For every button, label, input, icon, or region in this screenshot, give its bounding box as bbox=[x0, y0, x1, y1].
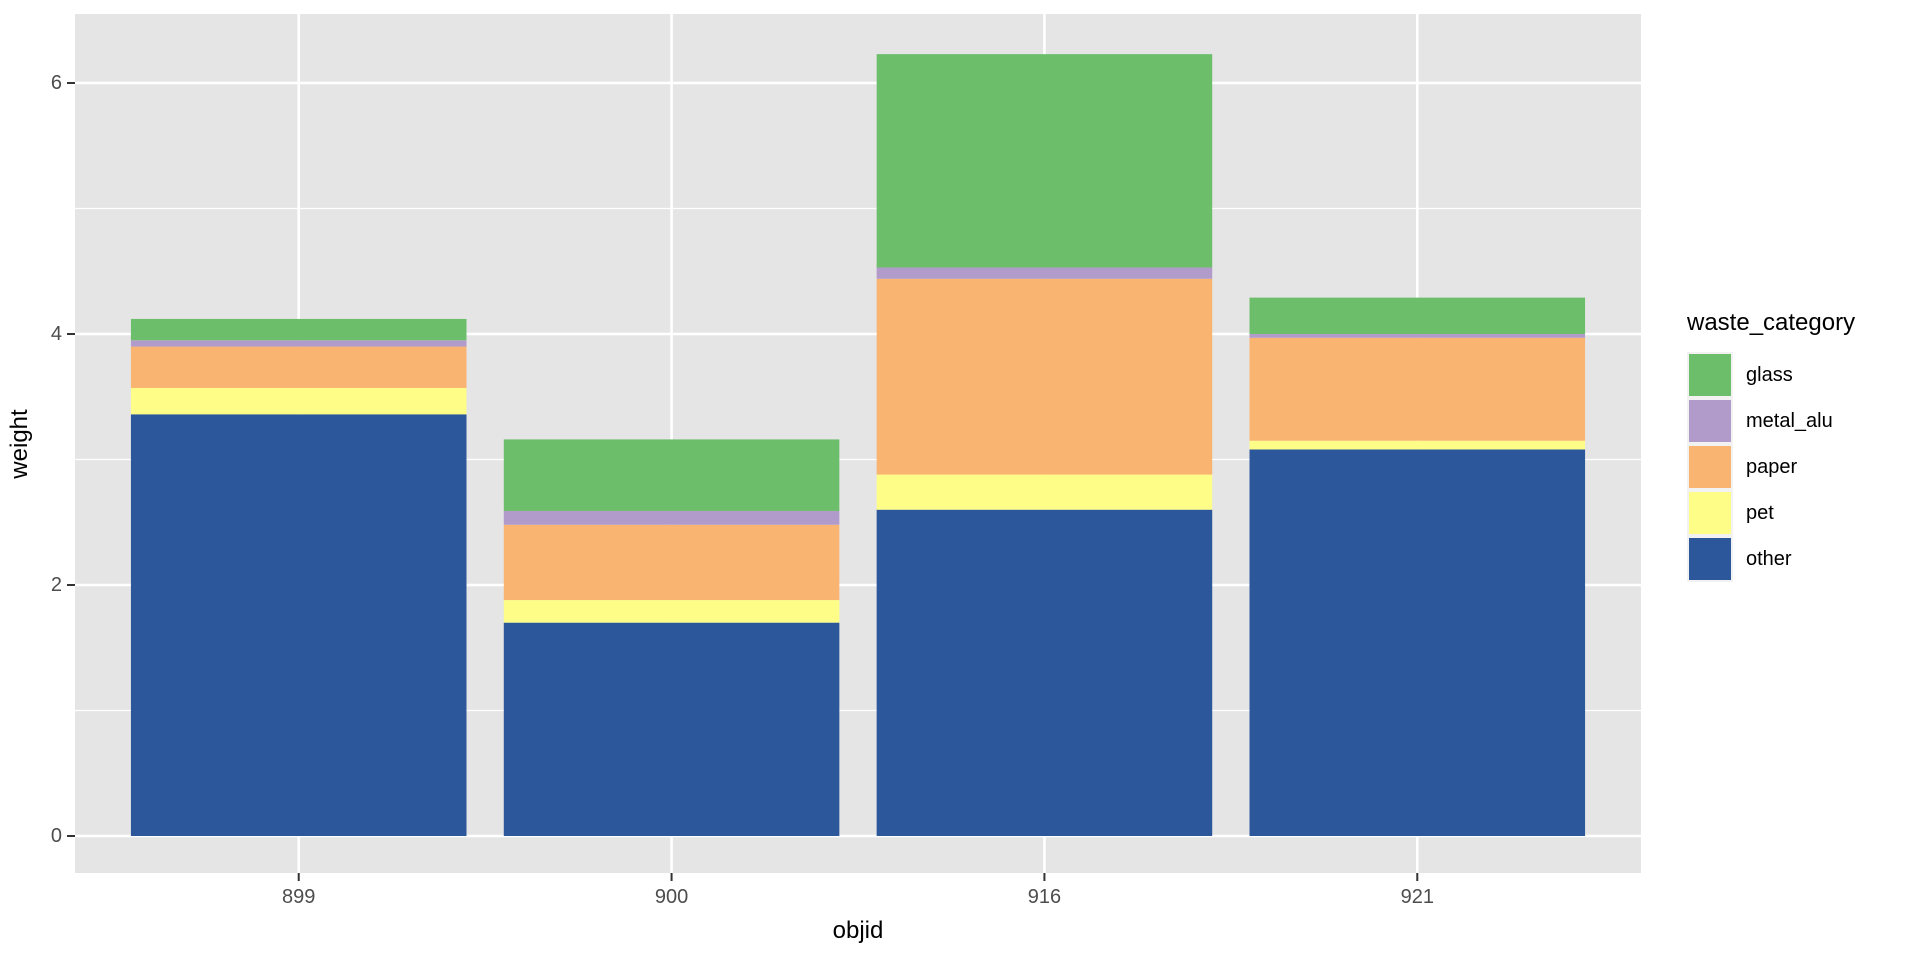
legend-item: glass bbox=[1687, 352, 1855, 398]
bar-segment-921-metal_alu bbox=[1249, 334, 1586, 338]
bar-segment-916-glass bbox=[876, 54, 1213, 268]
bar-segment-916-pet bbox=[876, 474, 1213, 510]
bar-segment-899-other bbox=[130, 414, 467, 836]
legend-swatch-glass bbox=[1687, 352, 1733, 398]
x-tick-label: 921 bbox=[1401, 886, 1434, 908]
x-tick-label: 899 bbox=[282, 886, 315, 908]
legend-swatch-pet bbox=[1687, 490, 1733, 536]
y-tick-label: 4 bbox=[51, 323, 62, 345]
legend-label: paper bbox=[1746, 455, 1798, 478]
plot-panel-layer: 0 2 4 6 899 900 916 921 bbox=[51, 14, 1641, 908]
bar-segment-900-pet bbox=[503, 600, 840, 623]
legend-item: paper bbox=[1687, 444, 1855, 490]
legend-item: metal_alu bbox=[1687, 398, 1855, 444]
legend-label: other bbox=[1746, 547, 1792, 570]
bar-segment-921-other bbox=[1249, 449, 1586, 836]
legend-label: metal_alu bbox=[1746, 409, 1833, 432]
bar-segment-900-metal_alu bbox=[503, 510, 840, 525]
y-tick-label: 0 bbox=[51, 825, 62, 847]
legend-swatch-other bbox=[1687, 536, 1733, 582]
legend-label: pet bbox=[1746, 501, 1774, 524]
bar-segment-921-pet bbox=[1249, 440, 1586, 450]
bar-segment-921-paper bbox=[1249, 337, 1586, 441]
bar-segment-899-pet bbox=[130, 387, 467, 415]
y-tick-label: 6 bbox=[51, 72, 62, 94]
bar-segment-900-other bbox=[503, 622, 840, 836]
bar-segment-899-metal_alu bbox=[130, 340, 467, 347]
legend-swatch-metal_alu bbox=[1687, 398, 1733, 444]
legend-item: pet bbox=[1687, 490, 1855, 536]
legend-item: other bbox=[1687, 536, 1855, 582]
legend-label: glass bbox=[1746, 363, 1793, 386]
y-axis-title: weight bbox=[6, 409, 33, 480]
x-axis-title: objid bbox=[833, 917, 884, 944]
bar-segment-899-glass bbox=[130, 318, 467, 341]
legend-swatch-paper bbox=[1687, 444, 1733, 490]
x-tick-label: 900 bbox=[655, 886, 688, 908]
y-tick-label: 2 bbox=[51, 574, 62, 596]
bar-segment-916-metal_alu bbox=[876, 267, 1213, 279]
bar-segment-900-glass bbox=[503, 439, 840, 511]
bar-segment-900-paper bbox=[503, 524, 840, 601]
legend-title: waste_category bbox=[1687, 309, 1856, 336]
bar-segment-916-other bbox=[876, 509, 1213, 836]
bar-segment-899-paper bbox=[130, 346, 467, 388]
bar-segment-916-paper bbox=[876, 278, 1213, 475]
x-tick-label: 916 bbox=[1028, 886, 1061, 908]
bar-segment-921-glass bbox=[1249, 297, 1586, 334]
